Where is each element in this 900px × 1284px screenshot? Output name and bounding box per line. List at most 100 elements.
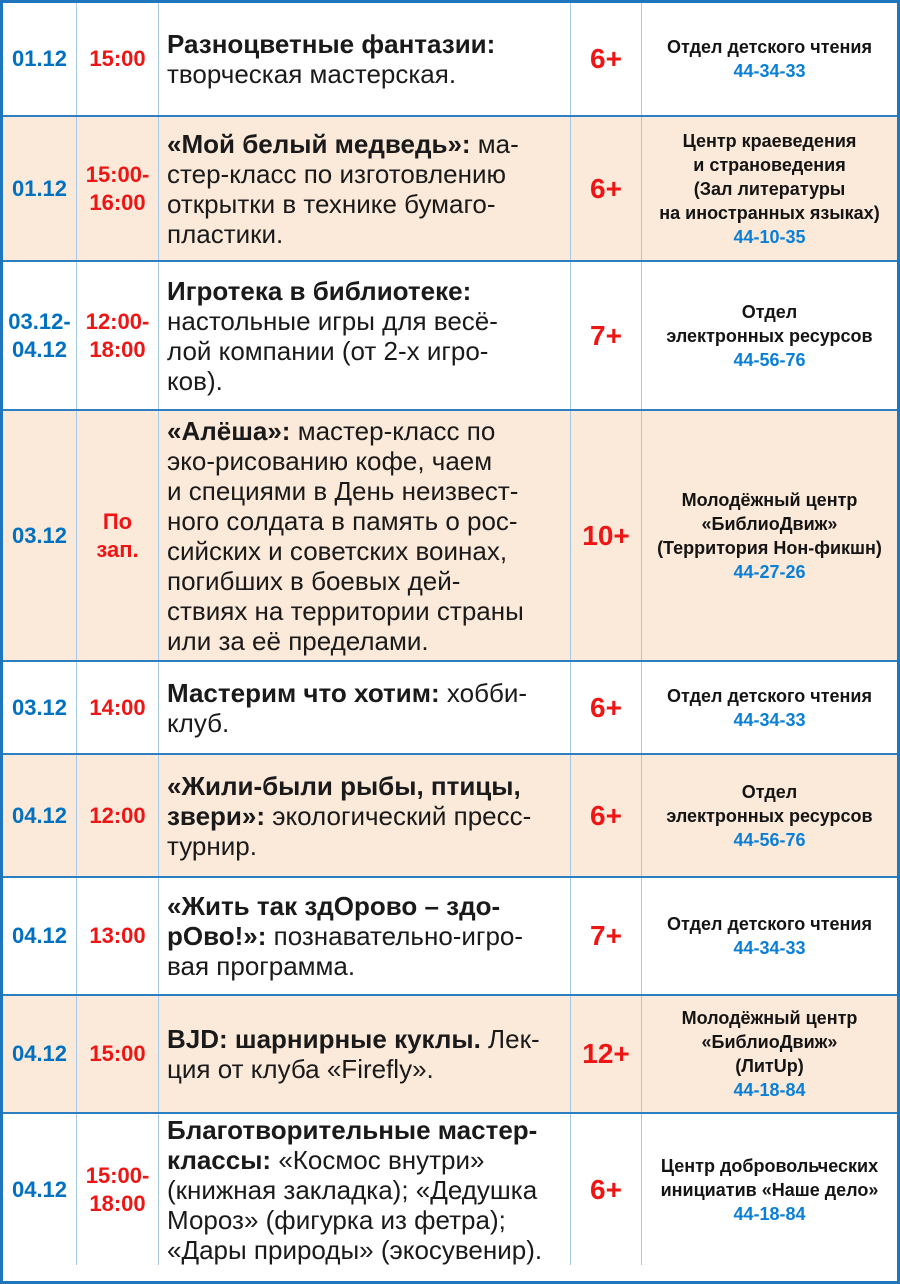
event-row: 01.12 15:00- 16:00 «Мой белый медведь»: …: [3, 115, 897, 260]
event-location: Центр краеведения и страноведения (Зал л…: [659, 129, 879, 249]
event-row: 03.12 По зап. «Алёша»: мастер-класс по э…: [3, 409, 897, 660]
event-date: 01.12: [11, 46, 68, 72]
location-name: Центр краеведения и страноведения (Зал л…: [659, 130, 880, 223]
location-cell: Отдел детского чтения 44-34-33: [642, 878, 897, 994]
location-name: Отдел детского чтения: [667, 37, 872, 57]
event-description: «Алёша»: мастер-класс по эко-рисованию к…: [167, 416, 524, 656]
event-description: Игротека в библиотеке: настольные игры д…: [167, 276, 498, 396]
event-time: 15:00- 18:00: [85, 1163, 150, 1216]
event-details: «Космос внутри» (книжная закладка); «Дед…: [167, 1144, 543, 1265]
location-phone: 44-56-76: [733, 349, 806, 370]
event-title: «Алёша»:: [167, 415, 291, 446]
location-cell: Центр добровольческих инициатив «Наше де…: [642, 1114, 897, 1265]
event-details: настольные игры для весё- лой компании (…: [167, 305, 498, 396]
event-date: 03.12: [11, 522, 68, 548]
event-title: Мастерим что хотим:: [167, 677, 440, 708]
event-location: Отдел детского чтения 44-34-33: [667, 912, 872, 960]
event-description: «Мой белый медведь»: ма- стер-класс по и…: [167, 129, 519, 249]
description-cell: Разноцветные фантазии: творческая мастер…: [159, 3, 571, 115]
event-row: 04.12 12:00 «Жили-были рыбы, птицы, звер…: [3, 753, 897, 876]
description-cell: «Алёша»: мастер-класс по эко-рисованию к…: [159, 411, 571, 660]
time-cell: 15:00- 18:00: [77, 1114, 159, 1265]
location-name: Молодёжный центр «БиблиоДвиж» (ЛитUp): [681, 1008, 858, 1076]
event-title: Игротека в библиотеке:: [167, 275, 472, 306]
location-phone: 44-18-84: [733, 1080, 806, 1100]
location-name: Центр добровольческих инициатив «Наше де…: [660, 1155, 879, 1200]
event-details: творческая мастерская.: [167, 59, 457, 89]
age-rating: 6+: [590, 799, 622, 831]
location-cell: Молодёжный центр «БиблиоДвиж» (Территори…: [642, 411, 897, 660]
age-rating-cell: 12+: [571, 996, 642, 1112]
event-description: BJD: шарнирные куклы. Лек- ция от клуба …: [167, 1024, 540, 1084]
event-details: ма- стер-класс по изготовлению открытки …: [167, 128, 519, 249]
event-description: Разноцветные фантазии: творческая мастер…: [167, 29, 495, 89]
event-date: 03.12- 04.12: [8, 309, 71, 362]
date-cell: 04.12: [3, 996, 77, 1112]
age-rating: 6+: [590, 1173, 622, 1205]
description-cell: Мастерим что хотим: хобби- клуб.: [159, 662, 571, 753]
location-name: Отдел детского чтения: [667, 914, 872, 934]
time-cell: 15:00: [77, 3, 159, 115]
event-time: По зап.: [96, 509, 139, 562]
event-location: Молодёжный центр «БиблиоДвиж» (ЛитUp) 44-…: [682, 1006, 858, 1102]
event-title: «Жили-были рыбы, птицы, звери»:: [167, 770, 521, 831]
event-details: экологический пресс- турнир.: [167, 800, 532, 861]
age-rating: 12+: [582, 1038, 630, 1069]
event-details: Лек- ция от клуба «Firefly».: [167, 1024, 540, 1084]
event-title: «Жить так здОрово – здо- рОво!»:: [167, 891, 501, 951]
date-cell: 04.12: [3, 755, 77, 876]
event-date: 04.12: [11, 1041, 68, 1067]
age-rating-cell: 6+: [571, 1114, 642, 1265]
time-cell: 12:00: [77, 755, 159, 876]
location-cell: Отдел детского чтения 44-34-33: [642, 3, 897, 115]
event-date: 04.12: [11, 1176, 68, 1202]
description-cell: Благотворительные мастер- классы: «Космо…: [159, 1114, 571, 1265]
date-cell: 01.12: [3, 3, 77, 115]
description-cell: Игротека в библиотеке: настольные игры д…: [159, 262, 571, 409]
description-cell: BJD: шарнирные куклы. Лек- ция от клуба …: [159, 996, 571, 1112]
location-phone: 44-56-76: [733, 829, 806, 850]
age-rating-cell: 6+: [571, 755, 642, 876]
event-time: 15:00: [89, 46, 146, 72]
event-date: 04.12: [11, 923, 68, 949]
age-rating-cell: 7+: [571, 878, 642, 994]
event-title: BJD: шарнирные куклы.: [167, 1024, 481, 1054]
location-phone: 44-18-84: [733, 1203, 806, 1224]
time-cell: 14:00: [77, 662, 159, 753]
location-cell: Отдел электронных ресурсов 44-56-76: [642, 262, 897, 409]
time-cell: По зап.: [77, 411, 159, 660]
event-time: 13:00: [89, 923, 146, 949]
age-rating: 6+: [590, 43, 622, 74]
event-row: 04.12 15:00- 18:00 Благотворительные мас…: [3, 1112, 897, 1265]
location-phone: 44-34-33: [733, 61, 806, 81]
time-cell: 13:00: [77, 878, 159, 994]
location-cell: Центр краеведения и страноведения (Зал л…: [642, 117, 897, 260]
event-title: Благотворительные мастер- классы:: [167, 1114, 538, 1175]
age-rating-cell: 6+: [571, 117, 642, 260]
event-description: Мастерим что хотим: хобби- клуб.: [167, 678, 527, 738]
location-name: Отдел детского чтения: [667, 685, 872, 706]
event-description: Благотворительные мастер- классы: «Космо…: [167, 1115, 542, 1265]
date-cell: 01.12: [3, 117, 77, 260]
location-phone: 44-10-35: [733, 226, 806, 247]
event-details: мастер-класс по эко-рисованию кофе, чаем…: [167, 415, 524, 656]
event-row: 04.12 13:00 «Жить так здОрово – здо- рОв…: [3, 876, 897, 994]
date-cell: 04.12: [3, 1114, 77, 1265]
event-location: Отдел электронных ресурсов 44-56-76: [666, 780, 872, 852]
location-name: Отдел электронных ресурсов: [666, 301, 873, 346]
age-rating-cell: 6+: [571, 662, 642, 753]
event-time: 12:00: [89, 802, 146, 828]
event-location: Отдел детского чтения 44-34-33: [667, 684, 872, 732]
age-rating-cell: 7+: [571, 262, 642, 409]
event-time: 12:00- 18:00: [85, 309, 150, 362]
location-cell: Отдел детского чтения 44-34-33: [642, 662, 897, 753]
event-row: 01.12 15:00 Разноцветные фантазии: творч…: [3, 3, 897, 115]
event-details: познавательно-игро- вая программа.: [167, 921, 524, 981]
event-title: Разноцветные фантазии:: [167, 29, 496, 59]
age-rating: 6+: [590, 172, 622, 204]
time-cell: 15:00- 16:00: [77, 117, 159, 260]
date-cell: 04.12: [3, 878, 77, 994]
time-cell: 15:00: [77, 996, 159, 1112]
event-time: 15:00- 16:00: [85, 162, 150, 215]
